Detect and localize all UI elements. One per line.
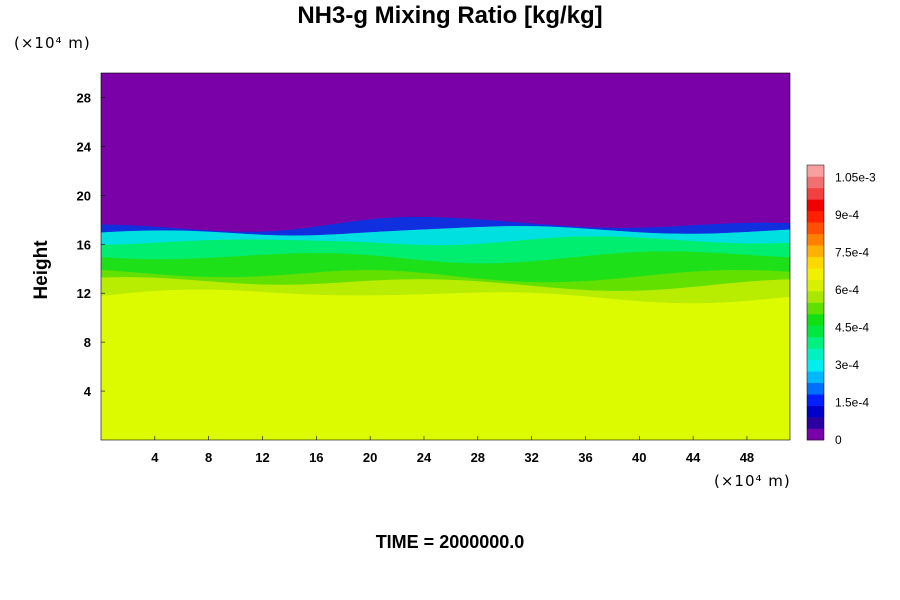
x-tick-label: 16 — [309, 450, 323, 465]
colorbar-swatch — [807, 359, 824, 372]
colorbar-swatch — [807, 245, 824, 257]
x-tick-label: 48 — [740, 450, 754, 465]
heatmap-layer — [101, 73, 790, 232]
time-label: TIME = 2000000.0 — [375, 532, 525, 552]
y-tick-label: 4 — [84, 384, 92, 399]
chart-title: NH3-g Mixing Ratio [kg/kg] — [297, 2, 603, 29]
colorbar-swatch — [807, 222, 824, 235]
x-tick-label: 8 — [205, 450, 212, 465]
colorbar-tick-label: 4.5e-4 — [835, 321, 869, 335]
y-tick-label: 28 — [77, 90, 91, 105]
plot-frame — [100, 72, 791, 441]
colorbar-swatch — [807, 210, 824, 223]
colorbar-swatch — [807, 313, 824, 326]
colorbar-swatch — [807, 382, 824, 395]
colorbar-swatch — [807, 348, 824, 361]
colorbar-tick-label: 0 — [835, 433, 842, 447]
y-tick-label: 12 — [77, 286, 91, 301]
x-tick-label: 28 — [471, 450, 485, 465]
y-tick-label: 16 — [77, 237, 91, 252]
colorbar-swatch — [807, 268, 824, 280]
colorbar-swatch — [807, 176, 824, 189]
colorbar-swatch — [807, 291, 824, 303]
x-tick-label: 24 — [417, 450, 432, 465]
colorbar-swatch — [807, 187, 824, 200]
colorbar-swatch — [807, 336, 824, 349]
colorbar-swatch — [807, 394, 824, 406]
x-tick-label: 20 — [363, 450, 377, 465]
colorbar-swatch — [807, 325, 824, 338]
colorbar-swatch — [807, 279, 824, 292]
x-tick-label: 4 — [151, 450, 159, 465]
colorbar-swatch — [807, 371, 824, 384]
colorbar-swatch — [807, 233, 824, 246]
colorbar-tick-label: 6e-4 — [835, 283, 859, 297]
x-axis-unit: (×10⁴ m) — [714, 472, 791, 490]
colorbar-swatch — [807, 417, 824, 429]
x-tick-label: 12 — [255, 450, 269, 465]
y-axis: 4 8 12 16 20 24 28 — [77, 90, 105, 399]
colorbar-swatch — [807, 428, 824, 441]
heatmap-layer — [101, 289, 790, 440]
colorbar-swatch — [807, 256, 824, 269]
colorbar-tick-label: 7.5e-4 — [835, 246, 869, 260]
colorbar-swatch — [807, 199, 824, 212]
colorbar-tick-label: 3e-4 — [835, 358, 859, 372]
colorbar-tick-label: 9e-4 — [835, 208, 859, 222]
plot-area — [101, 73, 790, 440]
x-tick-label: 44 — [686, 450, 701, 465]
y-tick-label: 20 — [77, 188, 91, 203]
y-tick-label: 24 — [77, 139, 92, 154]
colorbar-swatch — [807, 165, 824, 177]
x-tick-label: 40 — [632, 450, 646, 465]
y-tick-label: 8 — [84, 335, 91, 350]
x-axis: 4 8 12 16 20 24 28 32 36 40 44 48 — [151, 436, 754, 465]
colorbar: 0 1.5e-4 3e-4 4.5e-4 6e-4 7.5e-4 9e-4 1.05e-3 — [806, 164, 876, 447]
colorbar-tick-label: 1.05e-3 — [835, 171, 876, 185]
y-axis-unit: (×10⁴ m) — [14, 34, 91, 52]
colorbar-tick-label: 1.5e-4 — [835, 396, 869, 410]
colorbar-swatch — [807, 405, 824, 418]
x-tick-label: 32 — [524, 450, 538, 465]
x-tick-label: 36 — [578, 450, 592, 465]
colorbar-swatch — [807, 302, 824, 315]
colorbar-frame — [806, 164, 825, 441]
